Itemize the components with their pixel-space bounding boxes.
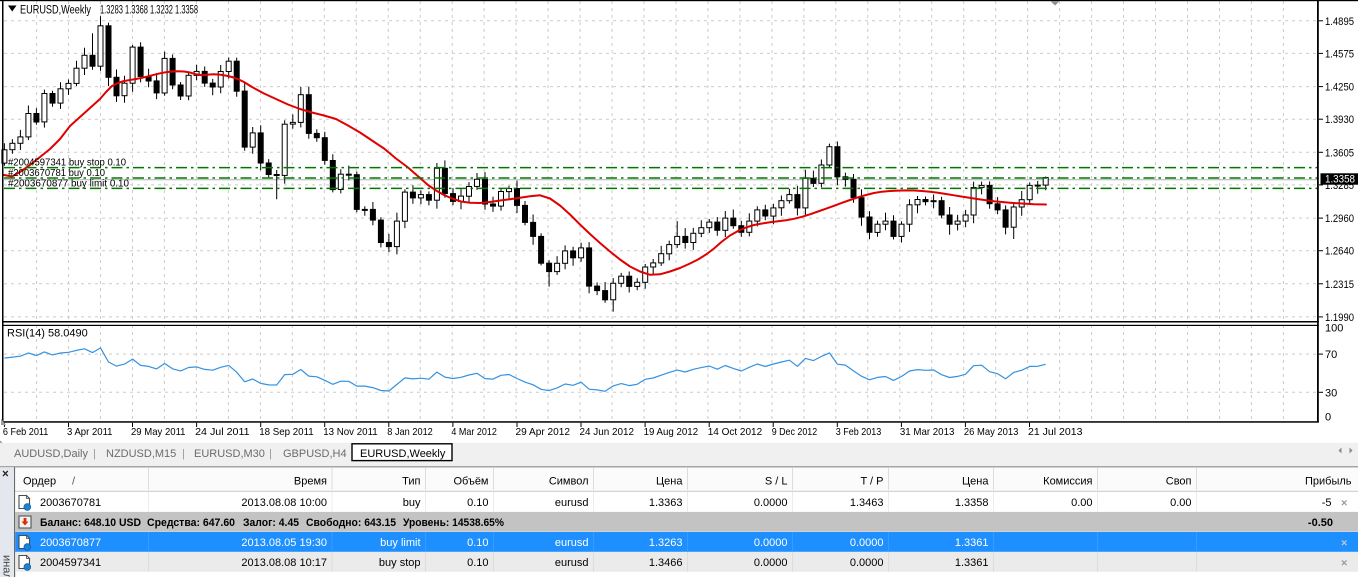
svg-text:1.3363: 1.3363 xyxy=(649,497,683,509)
svg-text:инал: инал xyxy=(1,555,13,577)
svg-text:#2004597341 buy stop 0.10: #2004597341 buy stop 0.10 xyxy=(8,157,126,169)
svg-text:RSI(14) 58.0490: RSI(14) 58.0490 xyxy=(7,328,88,340)
svg-text:9 Dec 2012: 9 Dec 2012 xyxy=(772,426,818,438)
svg-text:NZDUSD,M15: NZDUSD,M15 xyxy=(106,448,176,460)
svg-text:S / L: S / L xyxy=(765,476,788,488)
svg-text:0.10: 0.10 xyxy=(467,557,488,569)
svg-text:2004597341: 2004597341 xyxy=(40,557,101,569)
svg-text:0.0000: 0.0000 xyxy=(754,557,788,569)
svg-text:30: 30 xyxy=(1325,387,1337,399)
svg-text:1.4250: 1.4250 xyxy=(1325,82,1354,94)
svg-text:0.10: 0.10 xyxy=(467,537,488,549)
svg-text:3 Feb 2013: 3 Feb 2013 xyxy=(836,426,882,438)
svg-text:1.3361: 1.3361 xyxy=(955,537,989,549)
svg-text:×: × xyxy=(1341,498,1347,510)
svg-text:Тип: Тип xyxy=(402,476,420,488)
svg-text:eurusd: eurusd xyxy=(555,557,589,569)
svg-text:#2003670877 buy limit 0.10: #2003670877 buy limit 0.10 xyxy=(8,177,129,189)
svg-text:31 Mar 2013: 31 Mar 2013 xyxy=(900,426,955,438)
svg-text:1.4895: 1.4895 xyxy=(1325,16,1354,28)
svg-text:Ордер: Ордер xyxy=(23,476,56,488)
svg-text:buy stop: buy stop xyxy=(379,557,421,569)
svg-text:eurusd: eurusd xyxy=(555,497,589,509)
svg-text:2003670781: 2003670781 xyxy=(40,497,101,509)
svg-text:3 Apr 2011: 3 Apr 2011 xyxy=(67,426,113,438)
svg-text:0.0000: 0.0000 xyxy=(850,557,884,569)
svg-text:29 May 2011: 29 May 2011 xyxy=(131,426,186,438)
svg-text:1.3283 1.3368 1.3232 1.3358: 1.3283 1.3368 1.3232 1.3358 xyxy=(100,5,198,17)
svg-text:1.3358: 1.3358 xyxy=(1325,174,1355,186)
svg-text:1.3466: 1.3466 xyxy=(649,557,683,569)
svg-text:2013.08.05 19:30: 2013.08.05 19:30 xyxy=(241,537,327,549)
svg-text:Свободно: 643.15: Свободно: 643.15 xyxy=(306,517,396,529)
svg-text:#2003670781 buy 0.10: #2003670781 buy 0.10 xyxy=(8,167,105,179)
svg-text:Своп: Своп xyxy=(1166,476,1192,488)
svg-text:EURUSD,M30: EURUSD,M30 xyxy=(194,448,265,460)
svg-text:4 Mar 2012: 4 Mar 2012 xyxy=(451,426,497,438)
svg-text:×: × xyxy=(1341,538,1347,550)
svg-text:0.0000: 0.0000 xyxy=(754,497,788,509)
svg-text:1.2960: 1.2960 xyxy=(1325,213,1354,225)
svg-text:1.1990: 1.1990 xyxy=(1325,312,1354,324)
svg-text:2003670877: 2003670877 xyxy=(40,537,101,549)
svg-text:26 May 2013: 26 May 2013 xyxy=(964,426,1019,438)
svg-text:×: × xyxy=(1341,558,1347,570)
svg-text:24 Jul 2011: 24 Jul 2011 xyxy=(195,426,250,438)
svg-text:T / P: T / P xyxy=(860,476,883,488)
svg-text:1.3361: 1.3361 xyxy=(955,557,989,569)
svg-text:0.00: 0.00 xyxy=(1071,497,1092,509)
svg-text:1.2315: 1.2315 xyxy=(1325,279,1354,291)
svg-text:Символ: Символ xyxy=(549,476,589,488)
svg-text:|: | xyxy=(93,448,96,460)
svg-text:/: / xyxy=(72,476,76,488)
svg-text:EURUSD,Weekly: EURUSD,Weekly xyxy=(360,448,446,460)
svg-text:8 Jan 2012: 8 Jan 2012 xyxy=(387,426,433,438)
svg-text:0.0000: 0.0000 xyxy=(754,537,788,549)
svg-text:29 Apr 2012: 29 Apr 2012 xyxy=(516,426,571,438)
svg-text:19 Aug 2012: 19 Aug 2012 xyxy=(644,426,699,438)
svg-text:24 Jun 2012: 24 Jun 2012 xyxy=(580,426,635,438)
svg-text:AUDUSD,Daily: AUDUSD,Daily xyxy=(14,448,88,460)
svg-text:-5: -5 xyxy=(1322,497,1332,509)
svg-text:Время: Время xyxy=(294,476,327,488)
svg-text:eurusd: eurusd xyxy=(555,537,589,549)
svg-text:Средства: 647.60: Средства: 647.60 xyxy=(147,517,235,529)
svg-text:-0.50: -0.50 xyxy=(1308,517,1333,529)
svg-text:Уровень: 14538.65%: Уровень: 14538.65% xyxy=(403,517,504,529)
svg-text:Цена: Цена xyxy=(656,476,683,488)
svg-text:0.0000: 0.0000 xyxy=(850,537,884,549)
svg-text:1.3930: 1.3930 xyxy=(1325,114,1354,126)
svg-text:1.3463: 1.3463 xyxy=(850,497,884,509)
svg-text:Комиссия: Комиссия xyxy=(1043,476,1092,488)
svg-text:1.2640: 1.2640 xyxy=(1325,246,1354,258)
svg-text:2013.08.08 10:17: 2013.08.08 10:17 xyxy=(241,557,327,569)
svg-text:18 Sep 2011: 18 Sep 2011 xyxy=(259,426,314,438)
svg-text:100: 100 xyxy=(1325,323,1343,335)
svg-text:2013.08.08 10:00: 2013.08.08 10:00 xyxy=(241,497,327,509)
svg-text:13 Nov 2011: 13 Nov 2011 xyxy=(323,426,378,438)
svg-text:1.3358: 1.3358 xyxy=(955,497,989,509)
svg-text:|: | xyxy=(269,448,272,460)
svg-text:0.00: 0.00 xyxy=(1170,497,1191,509)
svg-text:×: × xyxy=(2,469,9,481)
svg-text:Объём: Объём xyxy=(453,476,488,488)
svg-text:0: 0 xyxy=(1325,412,1331,424)
svg-text:14 Oct 2012: 14 Oct 2012 xyxy=(708,426,763,438)
svg-text:1.3605: 1.3605 xyxy=(1325,147,1354,159)
svg-text:Залог: 4.45: Залог: 4.45 xyxy=(243,517,299,529)
svg-text:1.4575: 1.4575 xyxy=(1325,48,1354,60)
svg-text:0.10: 0.10 xyxy=(467,497,488,509)
svg-text:21 Jul 2013: 21 Jul 2013 xyxy=(1028,426,1083,438)
svg-text:Баланс: 648.10 USD: Баланс: 648.10 USD xyxy=(40,517,141,529)
svg-text:buy limit: buy limit xyxy=(380,537,420,549)
svg-text:70: 70 xyxy=(1325,349,1337,361)
svg-text:EURUSD,Weekly: EURUSD,Weekly xyxy=(20,5,91,17)
svg-text:buy: buy xyxy=(403,497,421,509)
svg-text:1.3263: 1.3263 xyxy=(649,537,683,549)
svg-text:6 Feb 2011: 6 Feb 2011 xyxy=(3,426,49,438)
svg-text:GBPUSD,H4: GBPUSD,H4 xyxy=(283,448,347,460)
svg-text:Прибыль: Прибыль xyxy=(1305,476,1352,488)
svg-text:|: | xyxy=(182,448,185,460)
svg-text:Цена: Цена xyxy=(962,476,989,488)
